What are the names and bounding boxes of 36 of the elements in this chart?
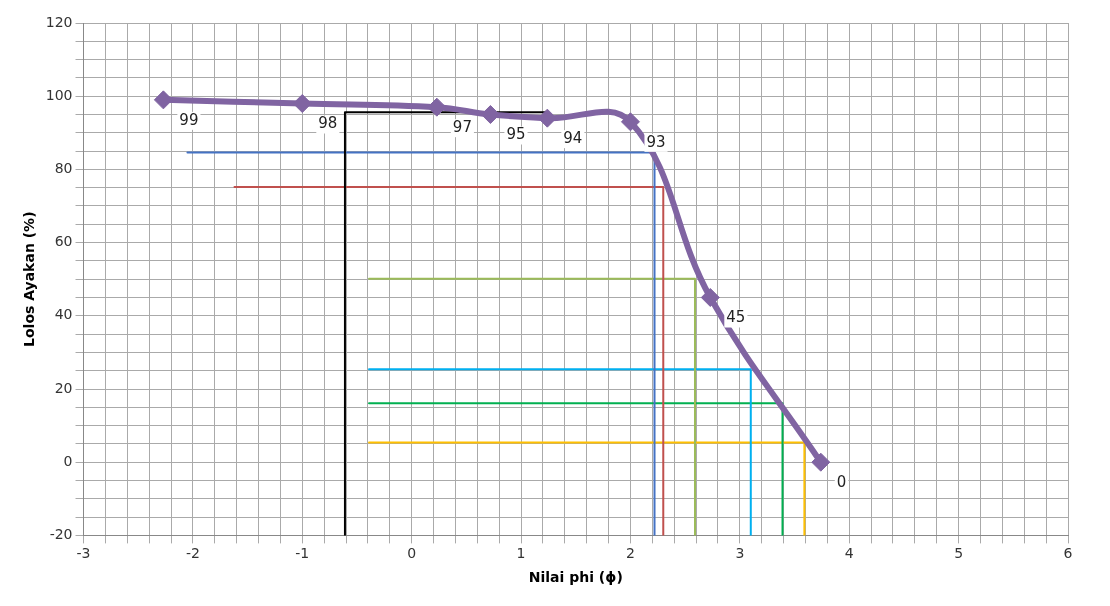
data-label: 97 [452,118,472,137]
x-tick-label: 3 [735,545,745,562]
x-tick-label: 0 [407,545,417,562]
data-label: 94 [563,129,583,148]
x-tick-label: 6 [1063,545,1073,562]
y-tick-label: 0 [63,452,73,469]
point [292,94,312,114]
y-tick-label: 80 [54,160,73,177]
data-label: 0 [836,473,847,492]
x-tick-label: -3 [76,545,91,562]
y-tick-label: 20 [54,379,73,396]
point [427,97,447,117]
x-axis-title: Nilai phi (ϕ) [528,569,623,586]
y-tick-label: 40 [54,306,73,323]
x-tick-label: 5 [954,545,964,562]
data-label: 93 [646,132,666,151]
data-label: 98 [318,114,338,133]
y-tick-label: 60 [54,233,73,250]
point [480,105,500,124]
y-tick-label: 120 [45,13,73,30]
point [620,112,640,132]
data-label: 99 [179,110,199,129]
data-label: 45 [726,308,746,327]
x-tick-label: 2 [625,545,635,562]
y-tick-label: -20 [49,526,73,543]
y-tick-label: 100 [45,86,73,103]
point [153,90,173,110]
point [811,452,831,472]
point [537,108,557,128]
x-tick-label: 4 [844,545,854,562]
data-label: 95 [506,125,526,144]
x-tick-label: 1 [516,545,526,562]
point [700,288,720,307]
x-tick-label: -1 [295,545,310,562]
x-tick-label: -2 [185,545,200,562]
y-axis-title: Lolos Ayakan (%) [21,211,38,347]
